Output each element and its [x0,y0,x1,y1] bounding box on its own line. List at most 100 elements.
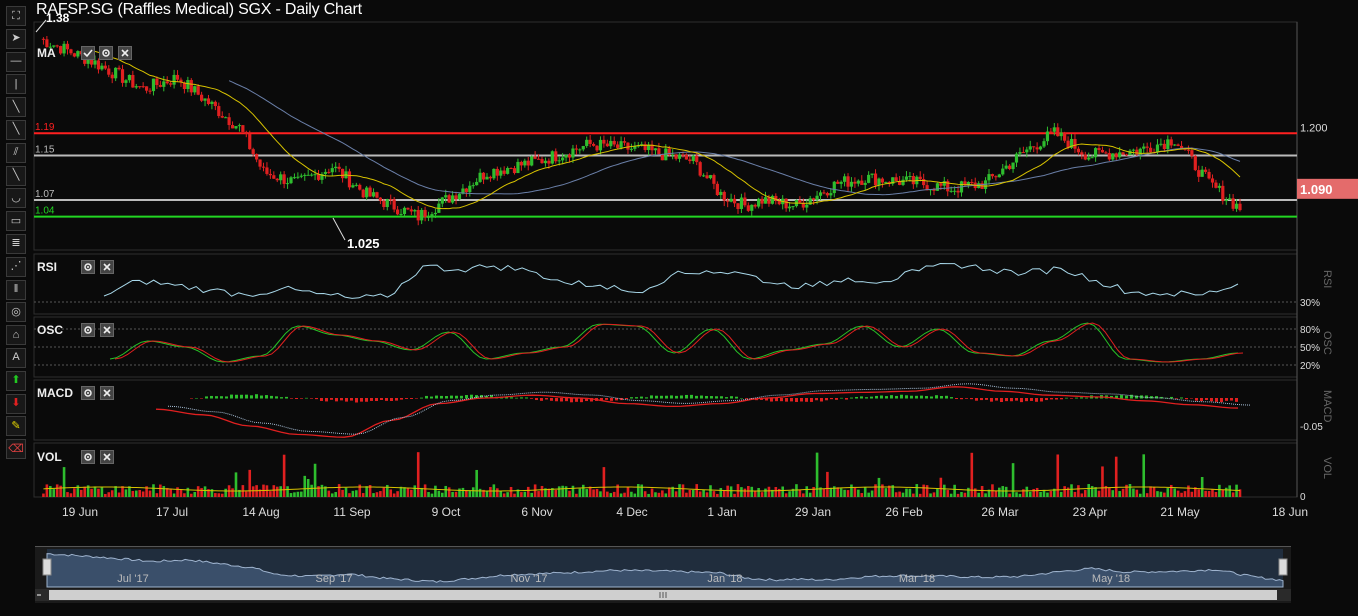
volume-bar [939,477,943,497]
volume-bar [337,484,341,497]
candle-body [1056,127,1060,137]
macd-histogram-bar [705,395,708,399]
fibonacci-retracement-icon[interactable]: ≣ [6,233,26,254]
trend-line-icon[interactable]: ╲ [6,97,26,118]
close-icon[interactable] [118,46,132,60]
macd-histogram-bar [410,398,413,399]
highlighter-icon[interactable]: ✎ [6,416,26,437]
candle-body [880,178,885,183]
volume-bar [874,484,877,497]
volume-bar [461,487,465,497]
macd-histogram-bar [1010,398,1013,402]
macd-histogram-bar [970,398,973,400]
navigator-right-handle[interactable] [1278,558,1288,576]
volume-bar [478,488,482,497]
x-axis-label: 29 Jan [795,505,831,519]
candle-body [409,209,413,212]
volume-bar [1156,491,1159,497]
gear-icon[interactable] [81,260,95,274]
macd-histogram-bar [765,398,768,401]
candle-body [193,86,197,93]
macd-histogram-bar [345,398,348,402]
macd-histogram-bar [280,397,283,399]
cursor-icon[interactable]: ➤ [6,28,26,49]
rectangle-icon[interactable]: ▭ [6,211,26,232]
candle-body [1090,157,1094,159]
volume-bar [544,488,547,497]
volume-bar [131,490,135,497]
macd-histogram-bar [225,396,228,399]
volume-bar [980,485,984,497]
candle-body [258,159,262,167]
volume-bar [389,489,393,497]
candle-body [1073,138,1077,149]
ray-icon[interactable]: ╲ [6,119,26,140]
macd-histogram-bar [1155,396,1158,399]
check-icon[interactable] [81,46,95,60]
fullscreen-icon[interactable]: ⛶ [6,6,26,26]
rsi-panel-label: RSI [37,260,58,274]
volume-bar [275,486,279,497]
close-icon[interactable] [100,450,114,464]
close-icon[interactable] [100,260,114,274]
arrow-up-icon[interactable]: ⬆ [6,370,26,391]
candle-body [808,198,812,205]
close-icon[interactable] [100,386,114,400]
arrow-down-icon[interactable]: ⬇ [6,393,26,414]
extended-line-icon[interactable]: ╲ [6,165,26,186]
fan-icon[interactable]: ⋰ [6,256,26,277]
macd-histogram-bar [810,398,813,402]
arc-icon[interactable]: ◡ [6,188,26,209]
volume-bar [334,492,338,497]
candle-body [457,193,462,200]
volume-bar [1001,486,1005,497]
gear-icon[interactable] [81,450,95,464]
parallel-channel-icon[interactable]: ⫽ [6,142,26,163]
volume-bar [585,489,589,497]
candle-body [846,176,850,187]
volume-bar [564,486,568,497]
volume-bar [901,492,905,497]
volume-bar [162,486,166,497]
candle-body [770,195,774,204]
volume-bar [908,488,912,497]
navigator-chart[interactable]: Jul '17 Sep '17 Nov '17 Jan '18 Mar '18 May '… [35,547,1291,603]
volume-bar [791,488,795,497]
macd-histogram-bar [530,398,533,399]
volume-bar [729,486,733,497]
gear-icon[interactable] [81,323,95,337]
macd-histogram-bar [430,396,433,399]
volume-bar [918,493,922,497]
gear-icon[interactable] [81,386,95,400]
volume-bar [42,493,45,497]
volume-bar [836,487,840,497]
gear-icon[interactable] [99,46,113,60]
eraser-icon[interactable]: ⌫ [6,439,26,460]
panel-frame [33,253,1298,315]
vertical-line-icon[interactable]: | [6,74,26,95]
macd-histogram-bar [515,397,518,399]
text-icon[interactable]: A [6,347,26,368]
gann-icon[interactable]: ⌂ [6,325,26,346]
volume-bar [117,492,121,497]
candle-body [646,144,651,151]
candle-body [358,184,362,190]
volume-bar [392,493,396,497]
spiral-icon[interactable]: ◎ [6,302,26,323]
candle-body [416,210,420,221]
range-navigator[interactable]: Jul '17 Sep '17 Nov '17 Jan '18 Mar '18 May '… [35,546,1291,603]
navigator-left-handle[interactable] [42,558,52,576]
macd-histogram-bar [880,395,883,399]
candle-body [719,191,723,196]
volume-bar [454,491,458,497]
close-icon[interactable] [100,323,114,337]
horizontal-line-icon[interactable]: — [6,51,26,72]
macd-histogram-bar [445,396,448,399]
volume-bar [1228,485,1231,497]
candle-body [151,78,156,92]
time-zones-icon[interactable]: ‖ [6,279,26,300]
volume-bar [355,490,358,497]
candle-body [667,148,671,156]
candle-body [591,143,596,146]
